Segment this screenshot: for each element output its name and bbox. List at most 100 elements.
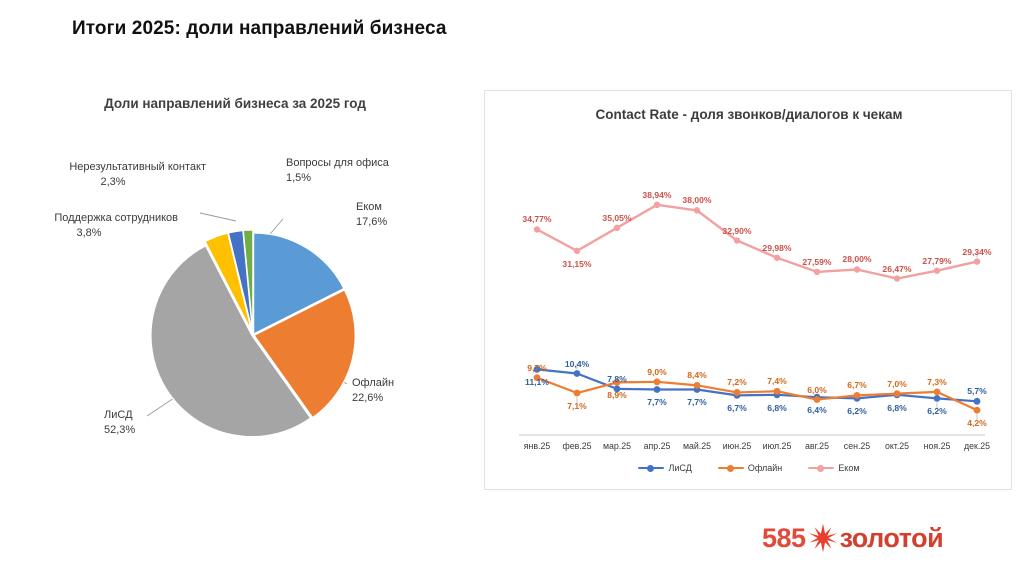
data-point-label: 35,05% — [602, 212, 632, 223]
data-point-marker — [613, 378, 621, 386]
line-series — [535, 203, 979, 280]
data-point-marker — [933, 388, 941, 396]
data-point-marker — [893, 390, 901, 398]
data-point-marker — [933, 394, 941, 402]
data-point-marker — [853, 266, 861, 273]
logo-number: 585 — [762, 522, 806, 553]
data-point-label: 38,00% — [682, 195, 712, 206]
x-axis-tick-label: июл.25 — [762, 441, 792, 451]
pie-chart-graphic — [146, 212, 356, 438]
pie-label-office: Вопросы для офиса 1,5% — [286, 157, 389, 184]
pie-label-lisd: ЛиСД 52,3% — [104, 409, 136, 436]
data-point-marker — [613, 224, 621, 232]
pie-chart-panel: Доли направлений бизнеса за 2025 год Нер… — [0, 88, 470, 488]
logo-word: золотой — [839, 522, 944, 553]
data-point-label: 6,8% — [887, 402, 907, 413]
line-chart-legend: ЛиСД Офлайн Еком — [485, 463, 1013, 473]
data-point-label: 28,00% — [842, 254, 872, 265]
line-chart-card: Contact Rate - доля звонков/диалогов к ч… — [484, 90, 1012, 490]
legend-label: Еком — [838, 463, 860, 473]
data-point-label: 7,4% — [767, 376, 787, 387]
pie-label-oflayn: Офлайн 22,6% — [352, 377, 395, 404]
data-point-label: 7,8% — [607, 373, 627, 384]
data-point-label: 29,34% — [962, 246, 992, 257]
x-axis-tick-label: июн.25 — [722, 441, 752, 451]
legend-item[interactable]: Офлайн — [717, 463, 783, 473]
data-point-label: 9,0% — [647, 366, 667, 377]
data-point-marker — [533, 226, 541, 233]
pie-slice — [150, 245, 312, 438]
data-point-marker — [813, 396, 821, 403]
data-point-marker — [733, 237, 741, 244]
x-axis-tick-label: май.25 — [682, 441, 712, 451]
legend-item[interactable]: ЛиСД — [638, 463, 692, 473]
data-point-marker — [613, 385, 621, 393]
data-point-label: 11,1% — [525, 377, 549, 388]
data-point-marker — [693, 207, 701, 214]
pie-chart-stage: Нерезультативный контакт 2,3% Поддержка … — [0, 88, 470, 488]
data-point-marker — [853, 391, 861, 399]
data-point-label: 27,79% — [922, 255, 952, 266]
pie-label-ekom: Еком 17,6% — [356, 201, 388, 228]
data-point-label: 27,59% — [802, 256, 832, 267]
data-point-marker — [933, 267, 941, 274]
data-point-label: 6,2% — [847, 406, 867, 417]
data-point-label: 4,2% — [967, 418, 987, 429]
pie-slice — [204, 232, 253, 332]
data-point-label: 26,47% — [882, 263, 912, 274]
legend-color-swatch — [638, 464, 665, 473]
data-point-marker — [653, 201, 661, 209]
data-point-label: 32,90% — [722, 225, 752, 236]
brand-logo: 585 золотой — [762, 522, 944, 553]
data-point-marker — [533, 365, 541, 373]
line-series — [535, 368, 979, 403]
legend-label: ЛиСД — [668, 463, 692, 473]
legend-item[interactable]: Еком — [808, 463, 860, 473]
pie-chart-title: Доли направлений бизнеса за 2025 год — [104, 96, 366, 111]
x-axis-tick-label: ноя.25 — [923, 441, 951, 451]
data-point-label: 6,7% — [847, 380, 867, 391]
data-point-label: 7,0% — [887, 378, 907, 389]
legend-color-swatch — [808, 464, 835, 473]
data-point-label: 7,2% — [727, 377, 747, 388]
line-chart-plot: 11,1% 10,4% 7,8% 7,7% 7,7% 6,7% 6,8% 6,4% 6,2% 6,… — [485, 91, 1013, 491]
data-point-marker — [573, 247, 581, 255]
x-axis-tick-label: янв.25 — [523, 441, 551, 451]
x-axis-tick-label: мар.25 — [602, 441, 632, 451]
starburst-icon — [808, 523, 838, 553]
data-point-label: 6,4% — [807, 405, 827, 416]
data-point-marker — [533, 374, 541, 382]
x-axis-tick-label: фев.25 — [562, 441, 592, 451]
data-point-label: 31,15% — [562, 258, 592, 269]
data-point-label: 5,7% — [967, 386, 987, 397]
data-point-label: 6,7% — [727, 403, 747, 414]
data-point-label: 8,9% — [607, 390, 627, 401]
data-point-marker — [573, 370, 581, 377]
data-point-label: 29,98% — [762, 242, 792, 253]
data-point-label: 6,2% — [927, 406, 947, 417]
pie-slice — [253, 289, 356, 419]
data-point-marker — [733, 389, 741, 396]
pie-label-noresult: Нерезультативный контакт 2,3% — [69, 161, 206, 188]
x-axis-tick-label: сен.25 — [843, 441, 871, 451]
data-point-marker — [773, 387, 781, 395]
data-point-label: 8,4% — [687, 370, 707, 381]
data-point-marker — [813, 268, 821, 276]
data-point-label: 7,1% — [567, 401, 587, 412]
legend-color-swatch — [717, 464, 744, 473]
data-point-marker — [573, 389, 581, 397]
line-series — [535, 376, 979, 412]
data-point-marker — [973, 258, 981, 265]
data-point-label: 6,0% — [807, 384, 827, 395]
pie-label-support: Поддержка сотрудников 3,8% — [54, 212, 178, 239]
x-axis-tick-label: дек.25 — [963, 441, 991, 451]
legend-label: Офлайн — [747, 463, 783, 473]
data-point-marker — [693, 381, 701, 389]
data-point-label: 6,8% — [767, 402, 787, 413]
data-point-label: 10,4% — [564, 358, 590, 369]
x-axis-tick-label: апр.25 — [643, 441, 671, 451]
pie-slice — [242, 229, 254, 332]
line-chart-graphic — [519, 201, 985, 436]
data-point-marker — [653, 386, 661, 393]
